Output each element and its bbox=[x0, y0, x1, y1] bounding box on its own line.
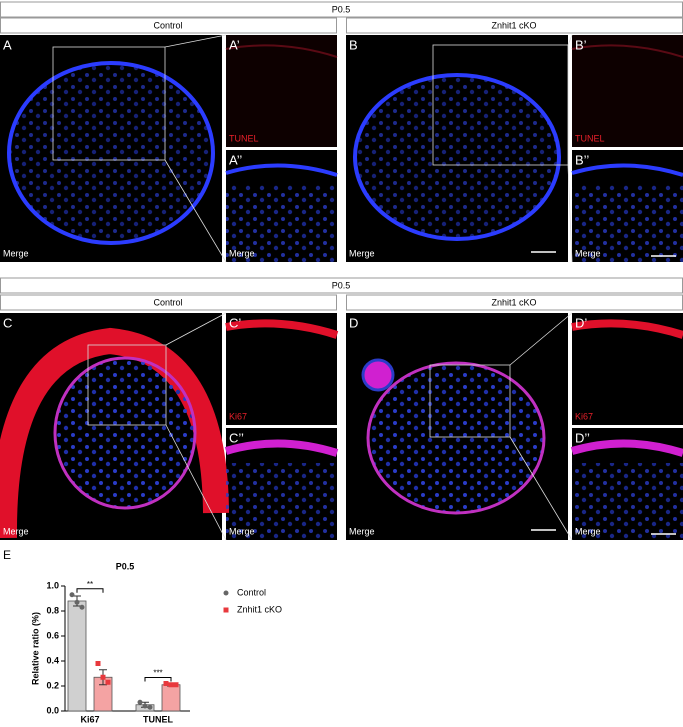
tissue bbox=[361, 358, 395, 392]
y-tick-label: 0.4 bbox=[46, 655, 59, 665]
panel-label: Merge bbox=[575, 526, 601, 536]
panel-letter: C bbox=[3, 315, 12, 330]
zoom-line bbox=[164, 34, 227, 48]
row-header: P0.5 bbox=[332, 280, 351, 290]
panel-label: Merge bbox=[575, 248, 601, 258]
panel-label: TUNEL bbox=[229, 133, 259, 143]
tissue bbox=[0, 327, 229, 539]
zoom-box bbox=[432, 44, 569, 166]
tissue bbox=[226, 185, 337, 262]
zoom-line bbox=[165, 312, 227, 346]
group-title: Control bbox=[153, 297, 182, 307]
tissue bbox=[226, 463, 337, 540]
panel-label: TUNEL bbox=[575, 133, 605, 143]
panel-label: Merge bbox=[349, 248, 375, 258]
bar bbox=[161, 684, 181, 712]
significance-label: *** bbox=[153, 669, 162, 678]
data-point bbox=[168, 682, 174, 688]
panel-letter: D bbox=[349, 315, 358, 330]
panel-letter: C’ bbox=[229, 315, 241, 330]
x-tick-label: TUNEL bbox=[143, 714, 173, 724]
chart-title: P0.5 bbox=[116, 561, 135, 571]
data-point bbox=[163, 681, 169, 686]
zoom-line bbox=[165, 424, 227, 541]
tissue bbox=[571, 163, 683, 177]
legend-marker bbox=[223, 590, 229, 596]
panel-label: Merge bbox=[3, 526, 29, 536]
data-point bbox=[142, 703, 148, 709]
panel-letter: A’ bbox=[229, 37, 240, 52]
zoom-line bbox=[164, 159, 227, 263]
x-tick-label: Ki67 bbox=[80, 714, 99, 724]
panel-label: Merge bbox=[229, 526, 255, 536]
bar bbox=[67, 600, 87, 712]
tissue bbox=[570, 439, 683, 457]
y-tick-label: 0.0 bbox=[46, 705, 59, 715]
tissue bbox=[353, 73, 561, 241]
micrograph bbox=[226, 35, 337, 147]
group-box bbox=[0, 294, 337, 311]
panel-letter: D’ bbox=[575, 315, 587, 330]
significance-label: ** bbox=[87, 580, 93, 589]
panel-letter: D’’ bbox=[575, 430, 590, 445]
panel-letter: B’ bbox=[575, 37, 587, 52]
y-tick-label: 0.8 bbox=[46, 605, 59, 615]
legend-marker bbox=[223, 607, 229, 613]
tissue bbox=[571, 319, 683, 339]
panel-label: Ki67 bbox=[575, 411, 593, 421]
tissue bbox=[224, 439, 339, 457]
panel-label: Merge bbox=[229, 248, 255, 258]
tissue bbox=[7, 61, 215, 245]
zoom-line bbox=[509, 312, 573, 366]
group-title: Znhit1 cKO bbox=[491, 20, 536, 30]
zoom-line bbox=[509, 436, 573, 541]
panel-letter: E bbox=[3, 548, 11, 562]
significance-bracket bbox=[144, 677, 172, 682]
significance-bracket bbox=[76, 588, 104, 593]
zoom-box bbox=[87, 344, 167, 426]
data-point bbox=[95, 661, 101, 666]
panel-letter: C’’ bbox=[229, 430, 244, 445]
data-point bbox=[173, 682, 179, 688]
panel-letter: A’’ bbox=[229, 152, 242, 167]
tissue bbox=[53, 356, 197, 510]
group-box bbox=[0, 17, 337, 34]
y-tick-label: 0.6 bbox=[46, 630, 59, 640]
panel-label: Ki67 bbox=[229, 411, 247, 421]
panel-letter: A bbox=[3, 37, 12, 52]
group-title: Znhit1 cKO bbox=[491, 297, 536, 307]
data-point bbox=[100, 674, 106, 680]
y-tick-label: 0.2 bbox=[46, 680, 59, 690]
group-title: Control bbox=[153, 20, 182, 30]
tissue bbox=[571, 44, 683, 58]
tissue bbox=[572, 185, 683, 262]
y-tick-label: 1.0 bbox=[46, 580, 59, 590]
legend-label: Znhit1 cKO bbox=[237, 604, 282, 614]
row-header: P0.5 bbox=[332, 4, 351, 14]
zoom-line bbox=[567, 164, 573, 263]
data-point bbox=[69, 592, 75, 598]
data-point bbox=[79, 604, 85, 610]
micrograph bbox=[572, 35, 683, 147]
data-point bbox=[74, 599, 80, 605]
tissue bbox=[366, 361, 546, 515]
zoom-box bbox=[52, 46, 166, 161]
data-point bbox=[137, 699, 143, 705]
legend-label: Control bbox=[237, 587, 266, 597]
tissue bbox=[225, 319, 339, 339]
data-point bbox=[147, 704, 153, 710]
tissue bbox=[225, 163, 338, 177]
panel-letter: B’’ bbox=[575, 152, 589, 167]
tissue bbox=[572, 463, 683, 540]
panel-label: Merge bbox=[349, 526, 375, 536]
data-point bbox=[105, 679, 111, 685]
y-axis-label: Relative ratio (%) bbox=[30, 612, 40, 685]
zoom-box bbox=[429, 364, 511, 438]
tissue bbox=[225, 44, 338, 58]
panel-label: Merge bbox=[3, 248, 29, 258]
zoom-line bbox=[567, 34, 573, 46]
panel-letter: B bbox=[349, 37, 358, 52]
